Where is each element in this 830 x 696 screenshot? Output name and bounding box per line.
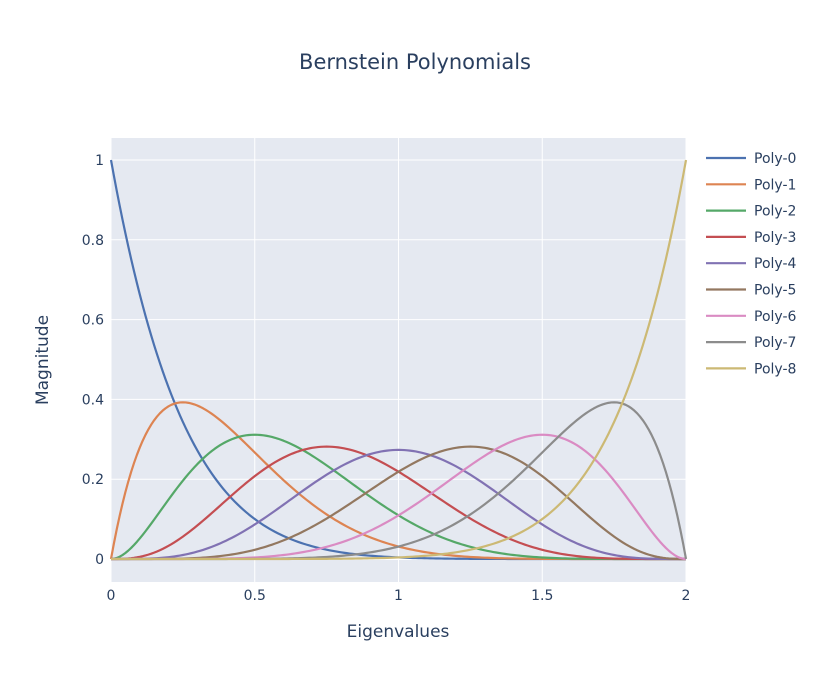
y-axis-title: Magnitude <box>33 315 53 405</box>
y-tick-label: 0.2 <box>82 472 104 488</box>
chart-title: Bernstein Polynomials <box>299 50 531 74</box>
series-line-poly-8 <box>111 159 688 561</box>
legend-label-poly-3: Poly-3 <box>754 230 796 246</box>
legend-label-poly-2: Poly-2 <box>754 204 796 220</box>
x-tick-label: 2 <box>682 588 691 604</box>
legend-label-poly-7: Poly-7 <box>754 335 796 351</box>
x-tick-label: 1.5 <box>531 588 553 604</box>
legend-label-poly-5: Poly-5 <box>754 283 796 299</box>
y-tick-label: 0.6 <box>82 313 104 329</box>
legend-label-poly-0: Poly-0 <box>754 151 796 167</box>
legend-label-poly-6: Poly-6 <box>754 309 796 325</box>
x-tick-label: 0 <box>107 588 116 604</box>
x-axis-title: Eigenvalues <box>347 622 450 642</box>
series-layer <box>109 159 688 561</box>
legend-label-poly-4: Poly-4 <box>754 256 796 272</box>
series-line-poly-5 <box>111 445 686 561</box>
grid-layer <box>110 138 687 582</box>
x-tick-labels: 0 0.5 1 1.5 2 <box>107 588 691 604</box>
x-tick-label: 1 <box>394 588 403 604</box>
legend: Poly-0 Poly-1 Poly-2 Poly-3 Poly-4 Poly-5 Poly… <box>706 151 796 377</box>
y-tick-label: 1 <box>95 153 104 169</box>
series-line-poly-4 <box>111 448 686 561</box>
y-tick-label: 0.4 <box>82 392 104 408</box>
y-tick-label: 0 <box>95 552 104 568</box>
y-tick-label: 0.8 <box>82 233 104 249</box>
legend-label-poly-1: Poly-1 <box>754 177 796 193</box>
y-tick-labels: 0 0.2 0.4 0.6 0.8 1 <box>82 153 104 568</box>
x-tick-label: 0.5 <box>244 588 266 604</box>
legend-label-poly-8: Poly-8 <box>754 361 796 377</box>
